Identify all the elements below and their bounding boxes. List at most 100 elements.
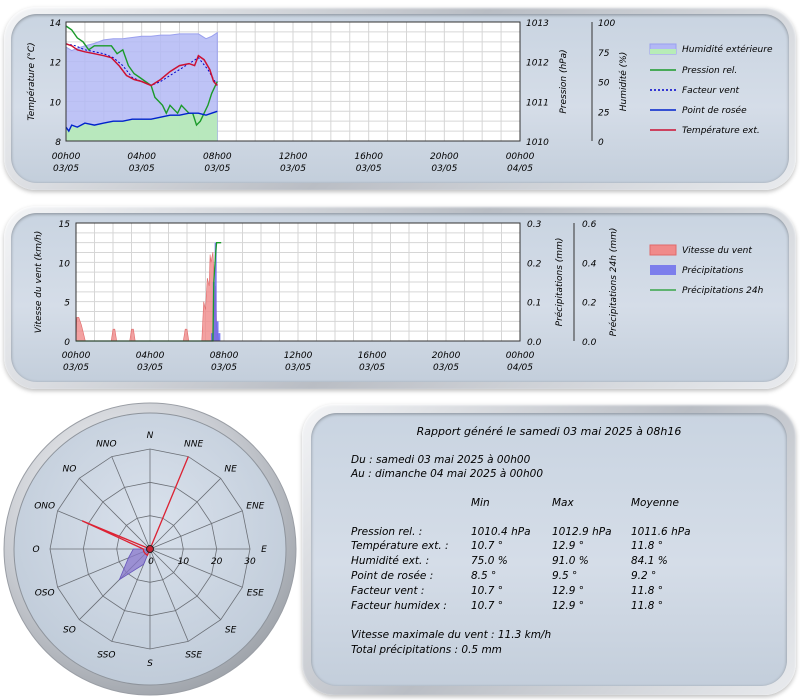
rain-bar [216,321,219,341]
report-row-max: 9.5 ° [552,570,578,582]
rose-direction-label: SO [63,626,76,636]
legend-label: Précipitations [682,265,744,276]
x-tick-date: 03/05 [359,363,385,373]
rose-ring-label: 10 [178,557,190,567]
x-tick-time: 20h00 [430,152,459,162]
report-row-min: 10.7 ° [471,585,503,597]
x-tick-date: 04/05 [507,363,533,373]
report: Rapport généré le samedi 03 mai 2025 à 0… [311,413,787,686]
rose-direction-label: ESE [247,589,264,599]
rain-tick-label: 0.2 [527,259,542,269]
wind-factor-line [65,43,218,87]
x-tick-date: 03/05 [63,363,89,373]
dew-point-area [66,111,218,141]
report-title: Rapport généré le samedi 03 mai 2025 à 0… [416,425,682,438]
dew-point-line [65,110,218,133]
legend-swatch [650,49,676,54]
report-row-max: 12.9 ° [552,600,584,612]
x-tick-date: 03/05 [285,363,311,373]
temperature-line [65,43,218,87]
y-tick-label: 5 [64,299,70,309]
x-tick-date: 03/05 [433,363,459,373]
x-tick-date: 03/05 [356,164,382,174]
report-row-label: Pression rel. : [351,526,423,538]
legend-label: Température ext. [682,125,760,136]
pressure-tick-label: 1012 [526,59,549,69]
humidity-tick-label: 100 [598,19,615,29]
rain24-line [76,242,222,342]
rose-max-speed-line [81,456,189,557]
legend-label: Vitesse du vent [682,246,752,256]
report-header-max: Max [552,497,574,509]
x-tick-time: 16h00 [354,152,383,162]
report-row-max: 12.9 ° [552,585,584,597]
rain-tick-label: 0.3 [527,220,542,230]
x-tick-date: 03/05 [280,164,306,174]
humidity-tick-label: 25 [598,108,610,118]
legend-swatch [650,265,676,275]
y-tick-label: 15 [59,220,71,230]
humidity-tick-label: 50 [598,79,610,89]
report-max-wind: Vitesse maximale du vent : 11.3 km/h [351,629,552,641]
report-row-min: 1010.4 hPa [471,526,531,538]
report-row-label: Facteur vent : [351,585,425,597]
rose-direction-label: E [261,545,267,555]
rain24-tick-label: 0.2 [582,299,597,309]
report-row-max: 1012.9 hPa [552,526,612,538]
report-from: Du : samedi 03 mai 2025 à 00h00 [351,454,531,466]
x-tick-time: 08h00 [210,351,239,361]
rose-direction-label: S [147,659,153,669]
pressure-tick-label: 1010 [526,138,549,148]
rose-spoke [149,548,221,620]
rose-direction-label: ONO [34,501,55,511]
rain-tick-label: 0.0 [527,338,542,348]
x-tick-time: 04h00 [127,152,156,162]
humidity-tick-label: 0 [598,138,604,148]
report-row-avg: 11.8 ° [631,540,663,552]
rose-frequency-area [118,548,151,581]
x-tick-date: 03/05 [137,363,163,373]
rose-center [146,545,154,553]
report-row-label: Température ext. : [351,540,449,552]
rain24-tick-label: 0.6 [582,220,597,230]
report-row-min: 10.7 ° [471,600,503,612]
y-tick-label: 10 [50,98,62,108]
y-tick-label: 0 [64,338,70,348]
legend-swatch [649,244,677,256]
x-tick-time: 16h00 [358,351,387,361]
rose-direction-label: SSE [185,650,202,660]
y-axis-label-temperature: Température (°C) [26,42,37,120]
report-row-min: 10.7 ° [471,540,503,552]
report-panel-inner: Rapport généré le samedi 03 mai 2025 à 0… [311,413,787,686]
x-tick-time: 00h00 [62,351,91,361]
rose-ring-label: 30 [244,557,256,567]
rose-ring-label: 0 [148,557,154,567]
report-row-avg: 84.1 % [631,555,668,567]
y-axis-label-humidity: Humidité (%) [618,52,629,111]
x-tick-time: 00h00 [52,152,81,162]
x-tick-date: 04/05 [507,164,533,174]
y-tick-label: 8 [55,138,61,148]
humidity-area [65,31,218,142]
report-row-avg: 11.8 ° [631,600,663,612]
y-axis-label-rain24: Précipitations 24h (mm) [608,228,619,337]
rose-direction-label: SE [225,626,237,636]
rose-direction-label: SSO [97,650,115,660]
legend-label: Point de rosée [682,105,747,116]
wind-chart: 0 5 10 15 Vitesse du vent (km/h) 0.0 0.1 0.2 0.3… [34,220,764,373]
rose-direction-label: N [147,431,154,441]
y-axis-label-pressure: Pression (hPa) [559,49,569,113]
rose-direction-label: OSO [35,589,55,599]
rose-spoke [149,548,189,642]
report-row-avg: 9.2 ° [631,570,657,582]
pressure-tick-label: 1011 [526,98,549,108]
legend-label: Humidité extérieure [682,44,773,55]
plot-frame [65,21,521,142]
x-tick-date: 03/05 [431,164,457,174]
rain-bar [210,333,213,341]
report-total-rain: Total précipitations : 0.5 mm [351,644,502,656]
y-tick-label: 14 [50,19,62,29]
report-row-min: 75.0 % [471,555,508,567]
report-row-label: Point de rosée : [351,570,434,582]
